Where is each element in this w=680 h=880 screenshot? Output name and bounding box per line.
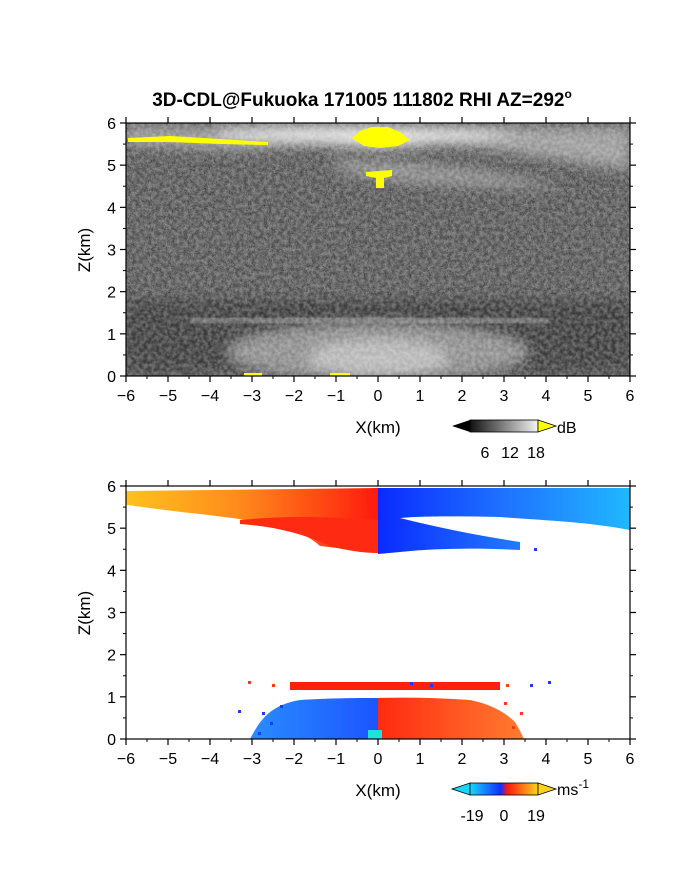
velocity-axes: −6 −5 −4 −3 −2 −1 0 1 2 3 4 5 6 0 1 2 3 4 5 6 xyxy=(107,479,636,768)
low-receding-echo xyxy=(378,697,524,739)
x-tick-label: −1 xyxy=(327,751,345,768)
x-tick-label: 4 xyxy=(542,388,551,405)
y-tick-label: 5 xyxy=(107,158,116,175)
thin-layer-echo xyxy=(290,682,500,690)
y-tick-label: 6 xyxy=(107,116,116,133)
x-tick-label: −2 xyxy=(285,388,303,405)
reflectivity-colorbar: dB 6 12 18 xyxy=(452,419,577,462)
reflectivity-colorbar-tick: 18 xyxy=(527,445,545,462)
x-tick-label: −5 xyxy=(159,751,177,768)
reflectivity-field xyxy=(126,123,630,376)
y-tick-label: 4 xyxy=(107,563,116,580)
x-tick-label: 4 xyxy=(542,751,551,768)
y-tick-label: 6 xyxy=(107,479,116,496)
x-tick-label: 5 xyxy=(584,388,593,405)
upper-approaching-echo xyxy=(378,488,630,554)
low-approaching-echo xyxy=(250,698,378,739)
x-tick-label: −3 xyxy=(243,751,261,768)
velocity-colorbar-tick: 19 xyxy=(527,808,545,825)
x-tick-label: −4 xyxy=(201,388,219,405)
reflectivity-x-axis-label: X(km) xyxy=(355,418,400,437)
colorbar-gray-scale xyxy=(469,419,539,433)
x-tick-label: 1 xyxy=(416,751,425,768)
y-tick-label: 1 xyxy=(107,690,116,707)
y-tick-label: 4 xyxy=(107,200,116,217)
y-tick-label: 0 xyxy=(107,369,116,386)
velocity-y-axis-label: Z(km) xyxy=(75,591,94,635)
y-tick-label: 3 xyxy=(107,606,116,623)
velocity-colorbar-tick: 0 xyxy=(500,808,509,825)
x-tick-label: 3 xyxy=(500,388,509,405)
reflectivity-colorbar-tick: 12 xyxy=(501,445,519,462)
x-tick-label: 3 xyxy=(500,751,509,768)
colorbar-overflow-arrow xyxy=(537,782,558,796)
velocity-colorbar-tick: -19 xyxy=(460,808,483,825)
strong-echo-marks xyxy=(128,127,410,376)
velocity-colorbar: ms-1 -19 0 19 xyxy=(450,777,589,825)
x-tick-label: −6 xyxy=(117,751,135,768)
x-tick-label: 6 xyxy=(626,751,635,768)
x-tick-label: −4 xyxy=(201,751,219,768)
reflectivity-axes: −6 −5 −4 −3 −2 −1 0 1 2 3 4 5 6 0 1 2 3 4 5 6 xyxy=(107,116,636,405)
x-tick-label: 0 xyxy=(374,751,383,768)
reflectivity-colorbar-unit: dB xyxy=(557,420,577,437)
colorbar-underflow-arrow xyxy=(450,782,471,796)
y-tick-label: 5 xyxy=(107,521,116,538)
x-tick-label: 0 xyxy=(374,388,383,405)
figure-title: 3D-CDL@Fukuoka 171005 111802 RHI AZ=292o xyxy=(152,87,572,111)
x-tick-label: 6 xyxy=(626,388,635,405)
x-tick-label: 2 xyxy=(458,388,467,405)
x-tick-label: −6 xyxy=(117,388,135,405)
x-tick-label: 5 xyxy=(584,751,593,768)
y-tick-label: 1 xyxy=(107,327,116,344)
velocity-colorbar-unit: ms-1 xyxy=(557,777,589,799)
y-tick-label: 3 xyxy=(107,243,116,260)
reflectivity-y-axis-label: Z(km) xyxy=(75,228,94,272)
x-tick-label: −1 xyxy=(327,388,345,405)
y-tick-label: 2 xyxy=(107,285,116,302)
y-tick-label: 2 xyxy=(107,648,116,665)
velocity-field xyxy=(126,488,630,739)
x-tick-label: −2 xyxy=(285,751,303,768)
velocity-panel: −6 −5 −4 −3 −2 −1 0 1 2 3 4 5 6 0 1 2 3 4 5 6 X(km) Z(km) m… xyxy=(75,479,636,825)
colorbar-velocity-scale xyxy=(469,782,539,796)
colorbar-overflow-arrow xyxy=(537,419,558,433)
reflectivity-colorbar-tick: 6 xyxy=(481,445,490,462)
x-tick-label: −3 xyxy=(243,388,261,405)
x-tick-label: −5 xyxy=(159,388,177,405)
x-tick-label: 1 xyxy=(416,388,425,405)
colorbar-underflow-arrow xyxy=(452,420,470,432)
velocity-x-axis-label: X(km) xyxy=(355,781,400,800)
x-tick-label: 2 xyxy=(458,751,467,768)
y-tick-label: 0 xyxy=(107,732,116,749)
